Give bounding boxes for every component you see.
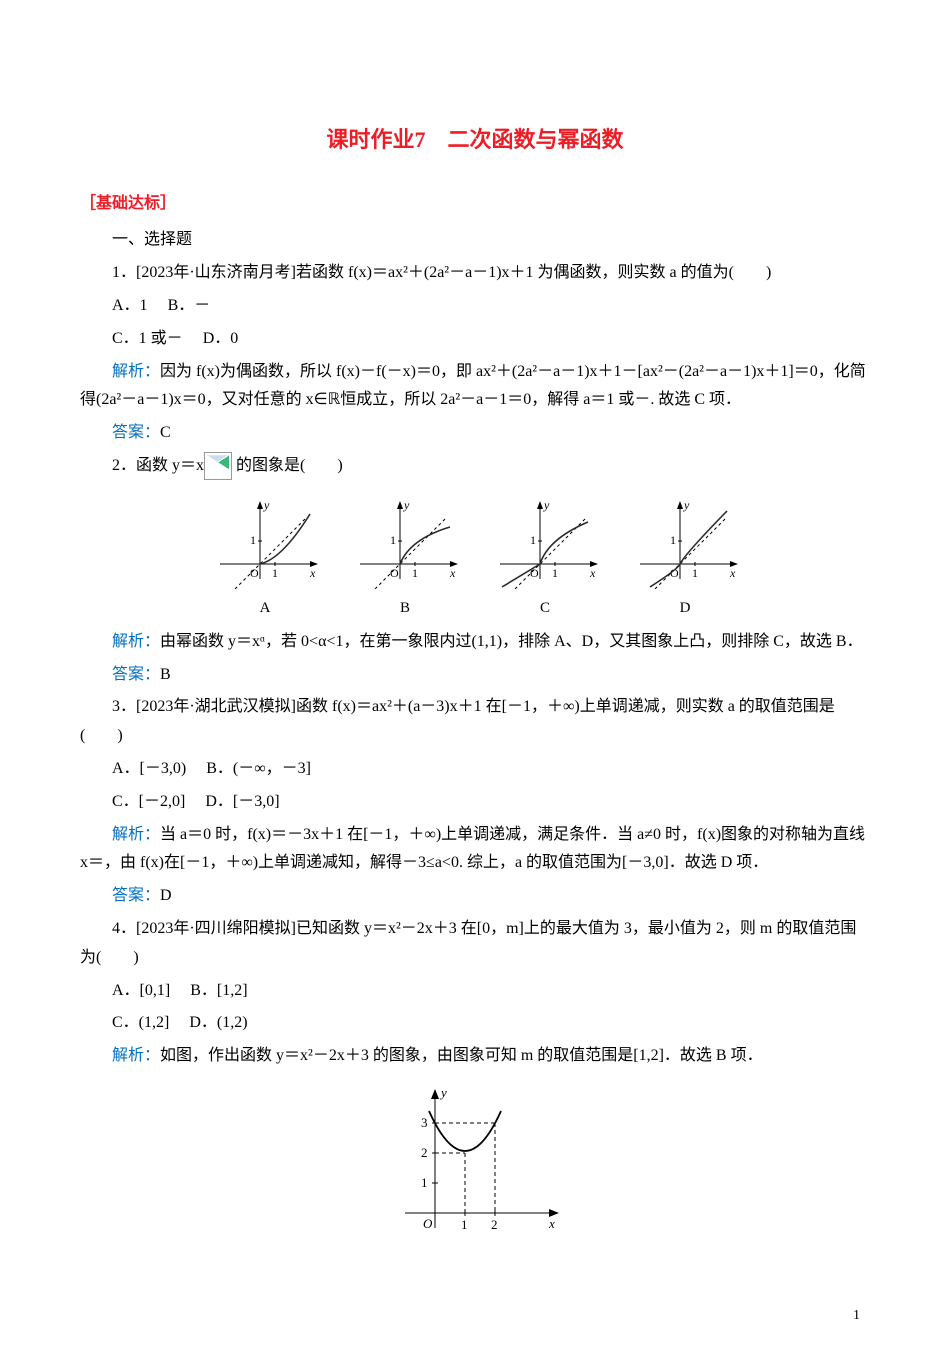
q2-analysis: 解析：由幂函数 y＝xᵅ，若 0<α<1，在第一象限内过(1,1)，排除 A、D…	[80, 628, 870, 657]
svg-text:1: 1	[670, 533, 676, 547]
q1-optC: C．1 或－	[112, 330, 183, 347]
chart-label-c: C	[540, 595, 550, 622]
q3-optB: B．(－∞，－3]	[206, 760, 311, 777]
svg-text:1: 1	[530, 533, 536, 547]
q3-stem: 3．[2023年·湖北武汉模拟]函数 f(x)＝ax²＋(a－3)x＋1 在[－…	[80, 693, 870, 751]
q2-chart-d: y x O 1 1 D	[630, 499, 740, 622]
q1-analysis: 解析：因为 f(x)为偶函数，所以 f(x)－f(－x)＝0，即 ax²＋(2a…	[80, 358, 870, 416]
svg-text:1: 1	[390, 533, 396, 547]
block-heading: 一、选择题	[80, 226, 870, 255]
q3-answer: 答案：D	[80, 882, 870, 911]
q1-stem: 1．[2023年·山东济南月考]若函数 f(x)＝ax²＋(2a²－a－1)x＋…	[80, 259, 870, 288]
q1-answer-val: C	[160, 424, 171, 441]
analysis-label: 解析：	[112, 1047, 160, 1064]
answer-label: 答案：	[112, 666, 160, 683]
xtick-2: 2	[491, 1217, 498, 1232]
q2-answer: 答案：B	[80, 661, 870, 690]
svg-text:1: 1	[272, 566, 278, 580]
q4-figure: y x O 1 2 3 1 2	[80, 1083, 870, 1243]
analysis-label: 解析：	[112, 633, 160, 650]
ytick-2: 2	[421, 1145, 428, 1160]
chart-label-b: B	[400, 595, 410, 622]
axis-x-label: x	[548, 1216, 555, 1231]
q4-options-ab: A．[0,1] B．[1,2]	[80, 977, 870, 1006]
ytick-3: 3	[421, 1115, 428, 1130]
q2-stem-prefix: 2．函数 y＝x	[112, 457, 204, 474]
q4-optB: B．[1,2]	[190, 982, 247, 999]
q1-options-cd: C．1 或－ D．0	[80, 325, 870, 354]
svg-text:x: x	[729, 566, 736, 580]
q2-chart-b: y x O 1 1 B	[350, 499, 460, 622]
q2-answer-val: B	[160, 666, 171, 683]
svg-text:1: 1	[552, 566, 558, 580]
q1-options-ab: A．1 B．－	[80, 292, 870, 321]
svg-text:1: 1	[692, 566, 698, 580]
q2-chart-c: y x O 1 1 C	[490, 499, 600, 622]
ytick-1: 1	[421, 1175, 428, 1190]
q2-chart-a: y x O 1 1 A	[210, 499, 320, 622]
axis-y-label: y	[263, 499, 270, 512]
analysis-label: 解析：	[112, 826, 160, 843]
page-number: 1	[80, 1303, 870, 1328]
q1-optA: A．1	[112, 297, 148, 314]
axis-x-label: x	[309, 566, 316, 580]
q4-stem: 4．[2023年·四川绵阳模拟]已知函数 y＝x²－2x＋3 在[0，m]上的最…	[80, 915, 870, 973]
q3-optC: C．[－2,0]	[112, 793, 185, 810]
q1-optB: B．－	[168, 297, 211, 314]
q4-analysis: 解析：如图，作出函数 y＝x²－2x＋3 的图象，由图象可知 m 的取值范围是[…	[80, 1042, 870, 1071]
q4-optA: A．[0,1]	[112, 982, 170, 999]
answer-label: 答案：	[112, 424, 160, 441]
page-title: 课时作业7 二次函数与幂函数	[80, 120, 870, 160]
origin-label: O	[423, 1216, 433, 1231]
q4-analysis-text: 如图，作出函数 y＝x²－2x＋3 的图象，由图象可知 m 的取值范围是[1,2…	[160, 1047, 763, 1064]
chart-label-d: D	[680, 595, 691, 622]
q3-analysis: 解析：当 a＝0 时，f(x)＝－3x＋1 在[－1，＋∞)上单调递减，满足条件…	[80, 821, 870, 879]
svg-text:x: x	[589, 566, 596, 580]
q3-analysis-text: 当 a＝0 时，f(x)＝－3x＋1 在[－1，＋∞)上单调递减，满足条件．当 …	[80, 826, 865, 872]
q3-answer-val: D	[160, 887, 172, 904]
q3-options-ab: A．[－3,0) B．(－∞，－3]	[80, 755, 870, 784]
analysis-label: 解析：	[112, 363, 160, 380]
svg-text:x: x	[449, 566, 456, 580]
q2-analysis-text: 由幂函数 y＝xᵅ，若 0<α<1，在第一象限内过(1,1)，排除 A、D，又其…	[160, 633, 863, 650]
axis-y-label: y	[439, 1085, 447, 1100]
svg-text:y: y	[403, 499, 410, 512]
origin-label: O	[250, 566, 259, 580]
q1-optD: D．0	[203, 330, 239, 347]
xtick-1: 1	[461, 1217, 468, 1232]
chart-label-a: A	[260, 595, 271, 622]
q2-stem-suffix: 的图象是( )	[232, 457, 343, 474]
answer-label: 答案：	[112, 887, 160, 904]
svg-text:y: y	[683, 499, 690, 512]
tick-1: 1	[250, 533, 256, 547]
q2-stem: 2．函数 y＝x 的图象是( )	[80, 452, 870, 481]
svg-text:y: y	[543, 499, 550, 512]
q4-optD: D．(1,2)	[189, 1014, 247, 1031]
q4-optC: C．(1,2]	[112, 1014, 169, 1031]
svg-text:1: 1	[412, 566, 418, 580]
svg-text:O: O	[390, 566, 399, 580]
q4-options-cd: C．(1,2] D．(1,2)	[80, 1009, 870, 1038]
q3-options-cd: C．[－2,0] D．[－3,0]	[80, 788, 870, 817]
q1-analysis-text: 因为 f(x)为偶函数，所以 f(x)－f(－x)＝0，即 ax²＋(2a²－a…	[80, 363, 866, 409]
q1-answer: 答案：C	[80, 419, 870, 448]
q3-optA: A．[－3,0)	[112, 760, 186, 777]
q3-optD: D．[－3,0]	[205, 793, 279, 810]
section-header: ［基础达标］	[80, 190, 870, 219]
image-placeholder-icon	[204, 452, 232, 480]
q2-figure-row: y x O 1 1 A y x O	[80, 499, 870, 622]
